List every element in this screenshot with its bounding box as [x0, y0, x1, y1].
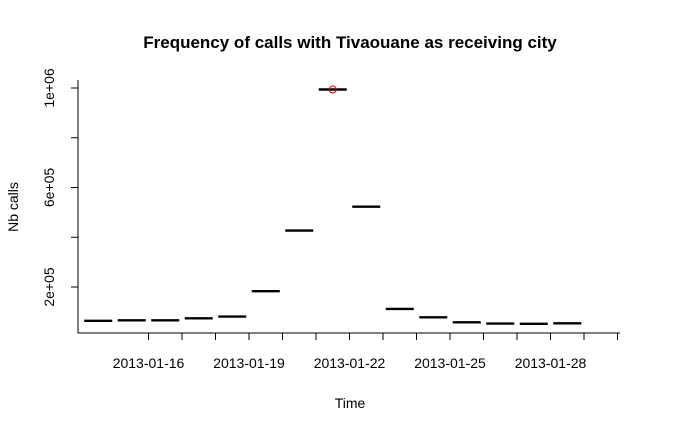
- chart-title: Frequency of calls with Tivaouane as rec…: [143, 33, 557, 52]
- outlier-point: [328, 85, 337, 94]
- x-tick-label: 2013-01-28: [515, 355, 587, 371]
- x-tick-label: 2013-01-16: [113, 355, 185, 371]
- x-tick-label: 2013-01-19: [213, 355, 285, 371]
- x-tick-label: 2013-01-25: [414, 355, 486, 371]
- y-tick-label: 6e+05: [41, 168, 57, 208]
- y-tick-label: 1e+06: [41, 68, 57, 108]
- y-axis: 2e+05 6e+05 1e+06: [41, 68, 79, 307]
- y-axis-label: Nb calls: [5, 182, 21, 232]
- data-marks: [84, 85, 582, 326]
- x-axis-label: Time: [335, 395, 366, 411]
- x-axis: 2013-01-16 2013-01-19 2013-01-22 2013-01-25…: [113, 333, 618, 371]
- y-tick-label: 2e+05: [41, 267, 57, 307]
- plot-frame: [77, 80, 620, 334]
- x-tick-label: 2013-01-22: [314, 355, 386, 371]
